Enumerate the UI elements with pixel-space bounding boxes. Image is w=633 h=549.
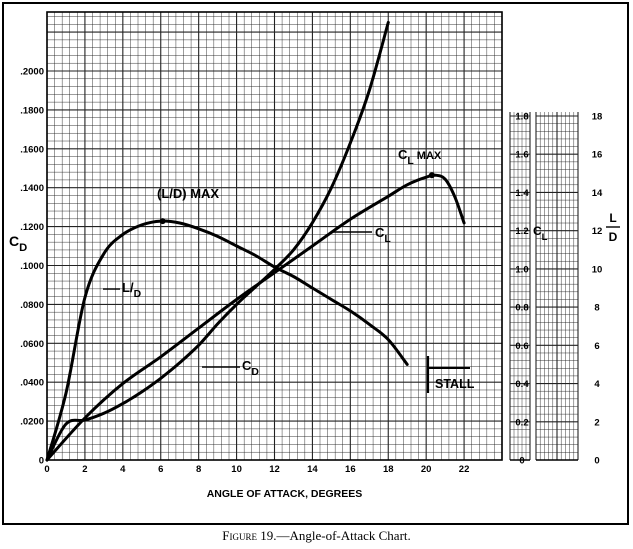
cl-tick-label: 0.2 [515, 417, 528, 428]
labels-layer: ANGLE OF ATTACK, DEGREES CD CL LD (L/D) MAX L… [9, 147, 620, 500]
x-tick-label: 10 [231, 464, 242, 475]
x-tick-label: 12 [269, 464, 280, 475]
cd-tick-label: .1600 [20, 144, 44, 155]
cd-tick-label: .1200 [20, 222, 44, 233]
curves-layer [45, 20, 466, 462]
grid-layer [46, 12, 579, 461]
cl-tick-label: 1.2 [515, 226, 528, 237]
caption-figure-word: Figure [222, 528, 257, 543]
ld-axis-title-top: L [609, 211, 616, 225]
ld-tick-label: 16 [592, 150, 603, 161]
ld-tick-label: 10 [592, 264, 603, 275]
plot-area-border [46, 11, 503, 461]
x-tick-label: 8 [196, 464, 201, 475]
cl-tick-label: 0 [519, 456, 524, 467]
cd-tick-label: .2000 [20, 67, 44, 78]
cl-tick-label: 0.4 [515, 379, 529, 390]
caption-text: 19.—Angle-of-Attack Chart. [256, 528, 411, 543]
cd-tick-label: .0200 [20, 417, 44, 428]
stall-label: STALL [435, 377, 475, 391]
chart-frame [2, 2, 629, 525]
ld-tick-label: 6 [594, 341, 599, 352]
cl-tick-label: 1.8 [515, 112, 528, 123]
ld-tick-label: 0 [594, 456, 599, 467]
ld-axis-title-bottom: D [609, 230, 618, 244]
cd-tick-label: .1000 [20, 261, 44, 272]
x-tick-label: 18 [383, 464, 394, 475]
cl-curve-label: CL [375, 225, 391, 245]
cd-axis-title: CD [9, 233, 27, 254]
cl-tick-label: 0.6 [515, 341, 528, 352]
ld-tick-label: 18 [592, 112, 603, 123]
x-tick-label: 14 [307, 464, 318, 475]
x-tick-label: 20 [421, 464, 432, 475]
cl-tick-label: 1.0 [515, 264, 528, 275]
cl-grid [509, 112, 531, 461]
x-tick-label: 22 [459, 464, 470, 475]
cl-tick-label: 0.8 [515, 303, 528, 314]
ld-grid [535, 112, 579, 461]
cd-tick-label: .0800 [20, 300, 44, 311]
cl-max-point [428, 172, 435, 179]
x-tick-label: 4 [120, 464, 126, 475]
axes-layer: 0 2 4 6 8 10 12 14 16 18 20 220.0200.0400.0600.0800… [20, 11, 603, 475]
ld-tick-label: 14 [592, 188, 603, 199]
cl-tick-label: 1.6 [515, 150, 528, 161]
cd-tick-label: .0600 [20, 339, 44, 350]
curve-cl [45, 173, 466, 462]
cl-max-label: CL MAX [398, 147, 442, 167]
figure-caption: Figure 19.—Angle-of-Attack Chart. [0, 528, 633, 544]
ld-tick-label: 2 [594, 417, 599, 428]
x-tick-label: 6 [158, 464, 163, 475]
ld-max-label: (L/D) MAX [157, 186, 219, 201]
x-axis-title: ANGLE OF ATTACK, DEGREES [207, 488, 363, 500]
cd-tick-label: .1400 [20, 183, 44, 194]
x-tick-label: 16 [345, 464, 356, 475]
main-grid [46, 12, 503, 461]
curve-cd [45, 20, 390, 462]
x-tick-label: 0 [44, 464, 49, 475]
curve-ld [45, 219, 409, 462]
cd-tick-label: .1800 [20, 105, 44, 116]
ld-tick-label: 12 [592, 226, 603, 237]
ld-tick-label: 4 [594, 379, 600, 390]
ld-tick-label: 8 [594, 303, 599, 314]
x-tick-label: 2 [82, 464, 87, 475]
cd-tick-label: 0 [39, 456, 44, 467]
angle-of-attack-chart: 0 2 4 6 8 10 12 14 16 18 20 220.0200.0400.0600.0800… [9, 11, 620, 500]
ld-max-point [159, 218, 166, 225]
cd-curve-label: CD [242, 358, 259, 378]
cl-axis-title: CL [533, 224, 548, 243]
ld-curve-label: L/D [122, 280, 142, 300]
cd-tick-label: .0400 [20, 378, 44, 389]
cl-tick-label: 1.4 [515, 188, 529, 199]
